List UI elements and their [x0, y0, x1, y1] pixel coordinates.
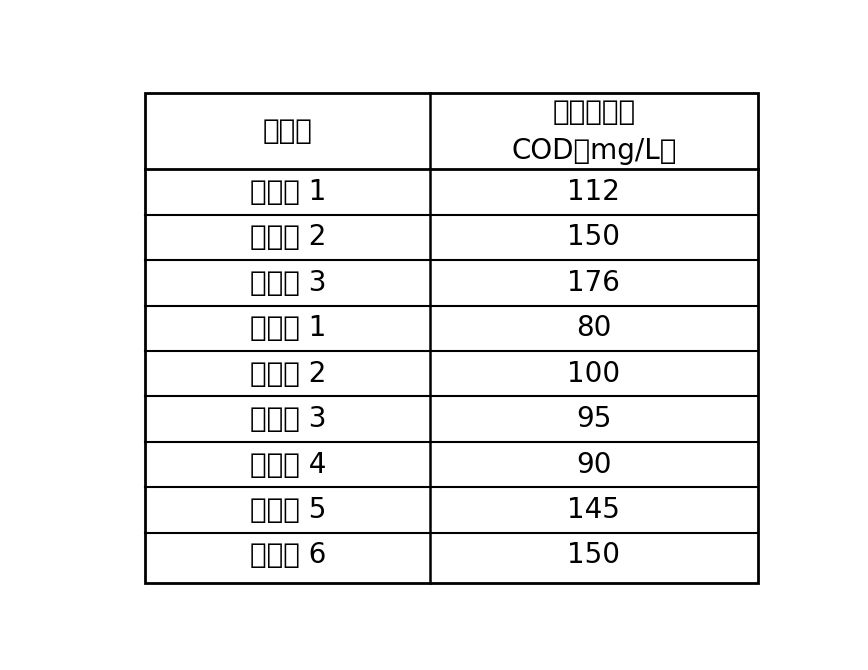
- Text: 实施例 4: 实施例 4: [250, 451, 326, 478]
- Text: COD（mg/L）: COD（mg/L）: [511, 137, 676, 165]
- Text: 实施例 5: 实施例 5: [250, 496, 326, 524]
- Text: 112: 112: [568, 178, 621, 206]
- Text: 对比例 1: 对比例 1: [250, 178, 326, 206]
- Text: 实施例 3: 实施例 3: [250, 405, 326, 433]
- Text: 90: 90: [576, 451, 612, 478]
- Text: 对比例 2: 对比例 2: [250, 223, 326, 251]
- Text: 实施例 6: 实施例 6: [250, 541, 326, 570]
- Text: 145: 145: [568, 496, 621, 524]
- Text: 176: 176: [568, 269, 621, 297]
- Text: 对比例 3: 对比例 3: [250, 269, 326, 297]
- Text: 实施例: 实施例: [263, 117, 312, 145]
- Text: 处理后废水: 处理后废水: [552, 98, 635, 126]
- Text: 150: 150: [568, 541, 621, 570]
- Text: 150: 150: [568, 223, 621, 251]
- Text: 80: 80: [576, 314, 612, 342]
- Text: 100: 100: [568, 360, 621, 388]
- Text: 实施例 2: 实施例 2: [250, 360, 326, 388]
- Text: 95: 95: [576, 405, 612, 433]
- Text: 实施例 1: 实施例 1: [250, 314, 326, 342]
